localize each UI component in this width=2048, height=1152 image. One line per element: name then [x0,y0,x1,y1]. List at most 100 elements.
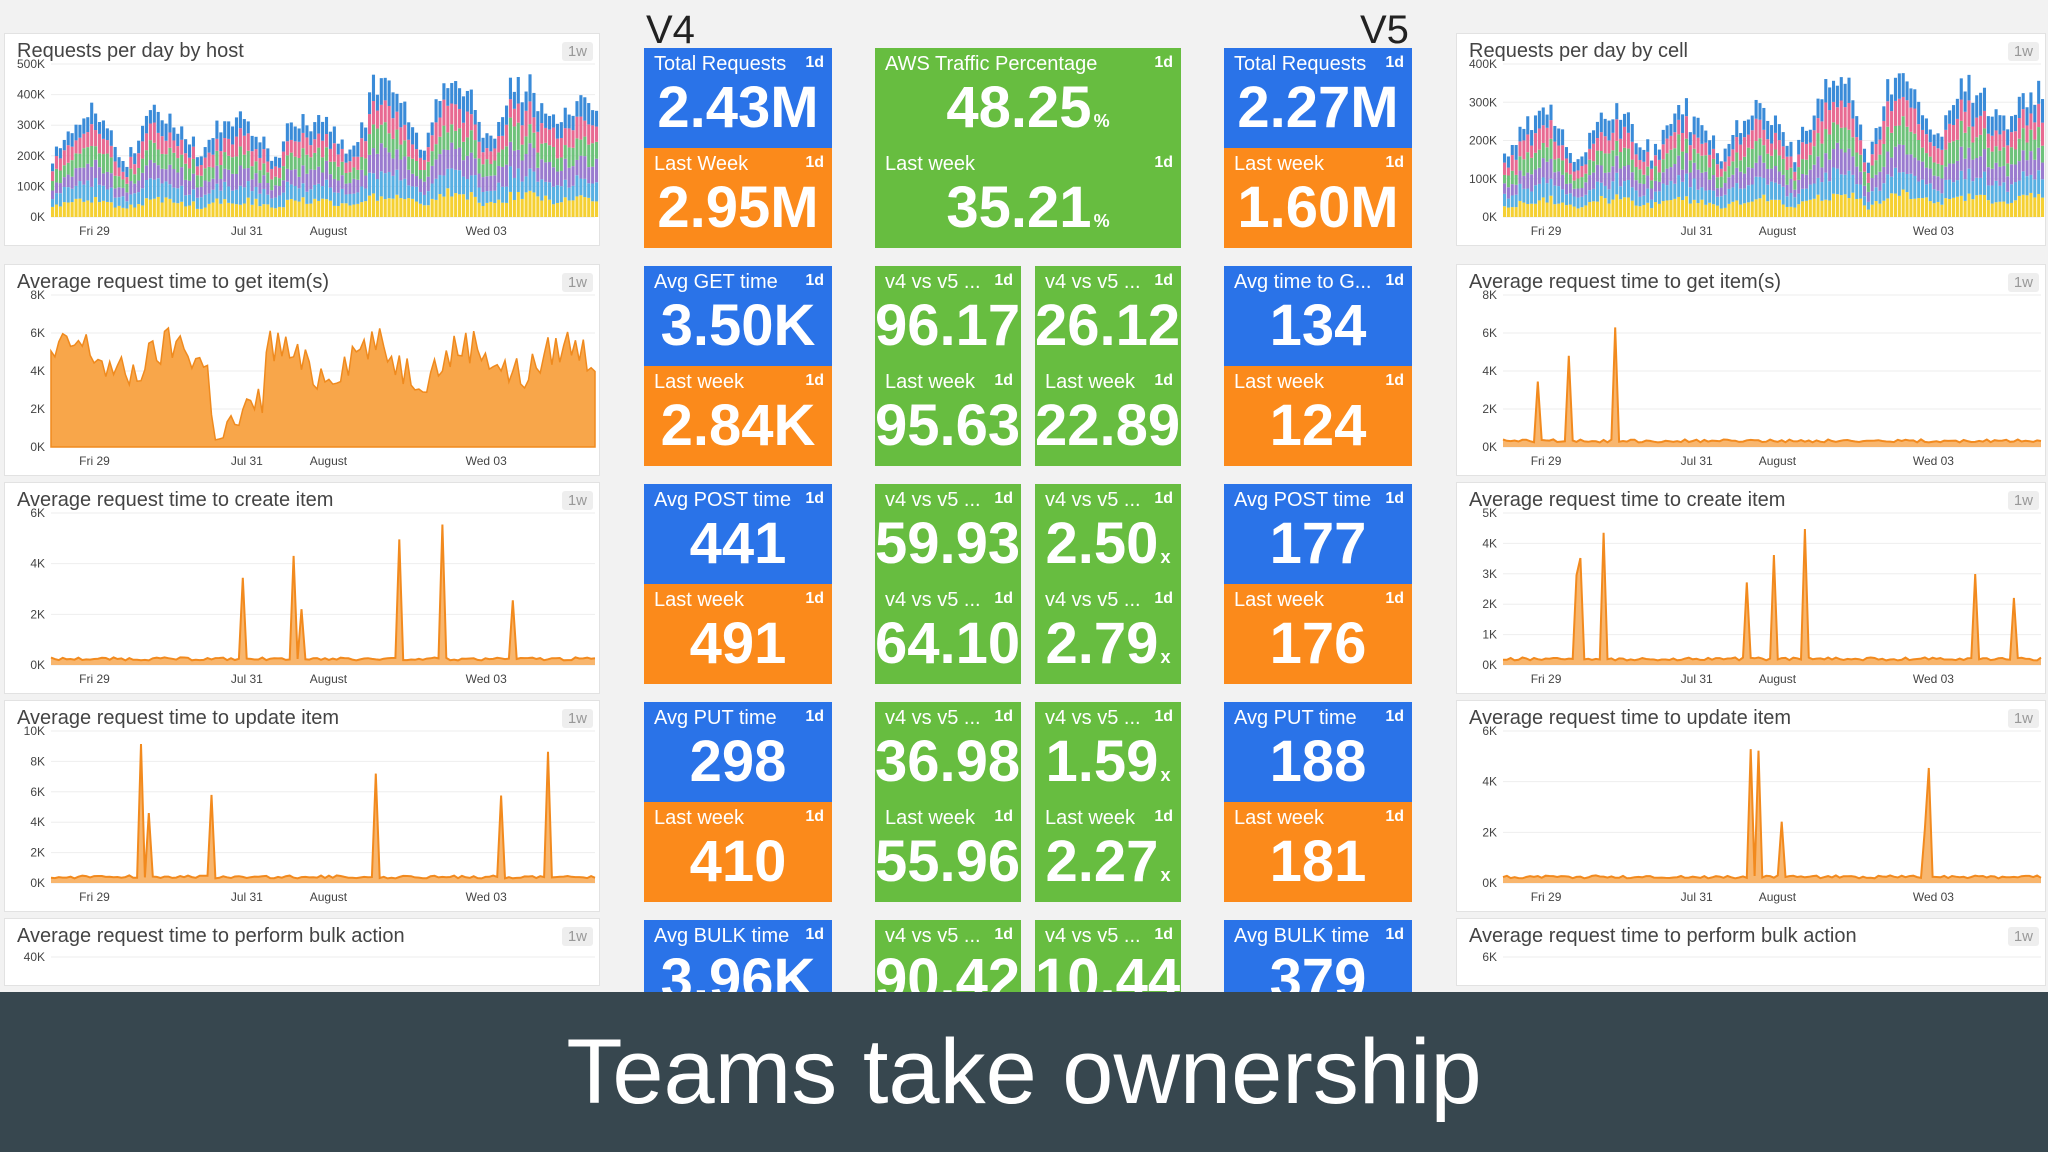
left-panel-3[interactable]: Average request time to update item 1w 10K… [4,700,600,912]
v4_tiles-0-last-week[interactable]: Last Week 1d 2.95M [644,148,832,248]
time-range-badge[interactable]: 1w [2007,42,2039,61]
stacked-bar-segment [1568,174,1572,184]
stacked-bar-segment [305,191,309,204]
v4_tiles-0-current[interactable]: Total Requests 1d 2.43M [644,48,832,148]
stacked-bar-segment [117,167,121,177]
time-range-badge[interactable]: 1w [561,927,593,946]
stacked-bar-segment [465,137,469,156]
v5_tiles-1-current[interactable]: Avg time to G... 1d 134 [1224,266,1412,366]
right-panel-3[interactable]: Average request time to update item 1w 6K 4… [1456,700,2046,912]
right-panel-4[interactable]: Average request time to perform bulk act… [1456,918,2046,986]
stacked-bar-segment [1681,151,1685,170]
compare-1-1-current[interactable]: v4 vs v5 ... 1d 2.50 x [1035,484,1181,584]
v4_tiles-3-last-week[interactable]: Last week 1d 410 [644,802,832,902]
time-range-badge[interactable]: 1w [561,709,593,728]
v5_tiles-0-current[interactable]: Total Requests 1d 2.27M [1224,48,1412,148]
tile-label: Avg GET time [654,271,778,293]
stacked-bar-segment [2017,180,2021,196]
stacked-bar-segment [105,128,109,141]
v5_tiles-3-last-week[interactable]: Last week 1d 181 [1224,802,1412,902]
tile-label: v4 vs v5 ... [885,707,981,729]
left-panel-1[interactable]: Average request time to get item(s) 1w 8K 6… [4,264,600,476]
right-panel-0[interactable]: Requests per day by cell 1w 400K 300K 200K 10… [1456,33,2046,246]
stacked-bar-segment [434,178,438,200]
stacked-bar-segment [493,160,497,176]
right-panel-1[interactable]: Average request time to get item(s) 1w 8K 6… [1456,264,2046,476]
stacked-bar-segment [1715,188,1719,197]
stacked-bar-segment [1758,103,1762,120]
stacked-bar-segment [1553,159,1557,173]
time-range-badge[interactable]: 1w [561,42,593,61]
time-range-badge[interactable]: 1w [2007,491,2039,510]
aws-traffic-current[interactable]: AWS Traffic Percentage 1d 48.25% [875,48,1181,148]
stacked-bar-segment [231,173,235,191]
stacked-bar-segment [199,208,203,217]
stacked-bar-segment [548,161,552,183]
v4_tiles-2-current[interactable]: Avg POST time 1d 441 [644,484,832,584]
stacked-bar-segment [1526,152,1530,173]
stacked-bar-segment [1909,88,1913,108]
time-range-badge[interactable]: 1w [2007,927,2039,946]
aws-traffic-last-week[interactable]: Last week 1d 35.21% [875,148,1181,248]
stacked-bar-segment [1839,149,1843,175]
stacked-bar-segment [544,195,548,217]
time-range-badge[interactable]: 1w [2007,273,2039,292]
stacked-bar-segment [414,132,419,150]
v5_tiles-3-current[interactable]: Avg PUT time 1d 188 [1224,702,1412,802]
x-tick-label: Wed 03 [1913,890,1954,904]
stacked-bar-segment [411,198,415,217]
tile-timeframe-badge: 1d [1154,154,1173,171]
tile-value: 2.84K [644,390,832,462]
stacked-bar-segment [70,202,74,217]
compare-1-1-last-week[interactable]: v4 vs v5 ... 1d 2.79 x [1035,584,1181,684]
stacked-bar-segment [368,172,372,196]
stacked-bar-segment [2041,145,2045,163]
y-tick-label: 2K [30,607,45,621]
time-range-badge[interactable]: 1w [2007,709,2039,728]
left-panel-0[interactable]: Requests per day by host 1w 500K 400K 300K 20… [4,33,600,246]
v5_tiles-2-last-week[interactable]: Last week 1d 176 [1224,584,1412,684]
stacked-bar-segment [512,177,516,200]
stacked-bar-segment [266,182,270,195]
v4_tiles-1-last-week[interactable]: Last week 1d 2.84K [644,366,832,466]
tile-label: Last Week [654,153,749,175]
stacked-bar-segment [1948,163,1952,180]
v5_tiles-1-last-week[interactable]: Last week 1d 124 [1224,366,1412,466]
left-panel-4[interactable]: Average request time to perform bulk act… [4,918,600,986]
stacked-bar-segment [262,163,266,176]
stacked-bar-segment [168,164,172,185]
compare-2-1-last-week[interactable]: Last week 1d 2.27 x [1035,802,1181,902]
stacked-bar-segment [508,166,513,192]
v5_tiles-2-current[interactable]: Avg POST time 1d 177 [1224,484,1412,584]
stacked-bar-segment [1692,116,1696,135]
left-panel-2[interactable]: Average request time to create item 1w 6K 4… [4,482,600,694]
v4_tiles-1-current[interactable]: Avg GET time 1d 3.50K [644,266,832,366]
stacked-bar-segment [1770,125,1774,144]
stacked-bar-segment [1688,172,1692,188]
right-panel-2[interactable]: Average request time to create item 1w 5K 4… [1456,482,2046,694]
time-range-badge[interactable]: 1w [561,491,593,510]
stacked-bar-segment [1661,201,1665,217]
compare-2-1-current[interactable]: v4 vs v5 ... 1d 1.59 x [1035,702,1181,802]
v4_tiles-4-current[interactable]: Avg BULK time 1d 3.96K [644,920,832,992]
stacked-bar-segment [2033,179,2037,198]
stacked-bar-segment [1878,190,1882,204]
stacked-bar-segment [97,202,102,217]
stacked-bar-segment [281,192,286,208]
v4_tiles-2-last-week[interactable]: Last week 1d 491 [644,584,832,684]
v5_tiles-0-last-week[interactable]: Last week 1d 1.60M [1224,148,1412,248]
time-range-badge[interactable]: 1w [561,273,593,292]
v5_tiles-4-current[interactable]: Avg BULK time 1d 379 [1224,920,1412,992]
v4_tiles-3-current[interactable]: Avg PUT time 1d 298 [644,702,832,802]
stacked-bar-segment [344,172,348,184]
